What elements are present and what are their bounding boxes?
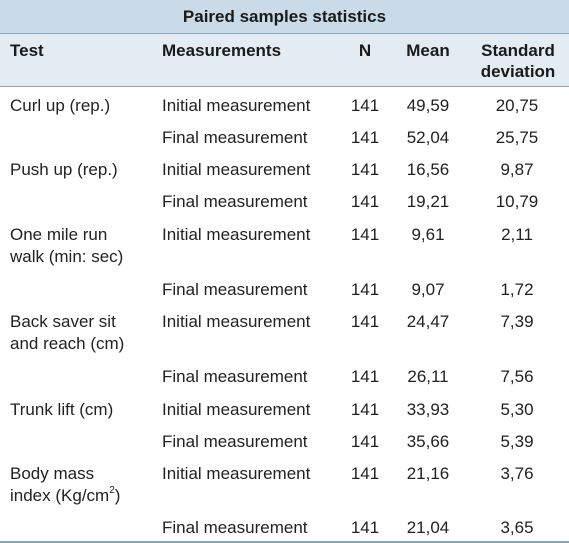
- cell-measurement: Initial measurement: [162, 464, 311, 483]
- cell-test-line1: Back saver sit: [10, 312, 116, 331]
- cell-test-line1: Body mass: [10, 464, 95, 483]
- cell-standard-deviation: 20,75: [495, 96, 539, 115]
- cell-test: Back saver sit and reach (cm): [10, 311, 158, 355]
- table-header-row: Test Measurements N Mean Standard deviat…: [0, 34, 569, 87]
- table-title-text: Paired samples statistics: [182, 6, 387, 26]
- cell-standard-deviation: 9,87: [500, 160, 534, 179]
- cell-test-line1: Push up (rep.): [10, 160, 118, 179]
- header-measurements: Measurements: [162, 41, 282, 60]
- cell-measurement: Initial measurement: [162, 96, 311, 115]
- cell-standard-deviation: 7,39: [500, 312, 534, 331]
- cell-test: Body mass index (Kg/cm2): [10, 463, 158, 507]
- cell-measurement: Initial measurement: [162, 160, 311, 179]
- header-sd-line2: deviation: [480, 62, 556, 81]
- cell-test-line2-text: walk (min: sec): [10, 247, 124, 266]
- cell-test-line2-text: and reach (cm): [10, 334, 125, 353]
- cell-test-line1: Trunk lift (cm): [10, 400, 114, 419]
- cell-test: Trunk lift (cm): [10, 399, 158, 421]
- cell-test: Curl up (rep.): [10, 95, 158, 117]
- cell-test-line2-end: ): [114, 486, 121, 505]
- cell-standard-deviation: 3,76: [500, 464, 534, 483]
- cell-n: 141: [350, 160, 380, 179]
- cell-n: 141: [350, 432, 380, 451]
- cell-standard-deviation: 1,72: [500, 280, 534, 299]
- header-test: Test: [10, 41, 44, 60]
- cell-mean: 24,47: [406, 312, 450, 331]
- cell-standard-deviation: 10,79: [495, 192, 539, 211]
- cell-standard-deviation: 2,11: [501, 225, 533, 244]
- cell-n: 141: [350, 464, 380, 483]
- cell-measurement: Initial measurement: [162, 312, 311, 331]
- cell-measurement: Final measurement: [162, 518, 308, 537]
- cell-standard-deviation: 5,30: [500, 400, 534, 419]
- cell-test-line2-text: index (Kg/cm: [10, 486, 110, 505]
- cell-test-line1: Curl up (rep.): [10, 96, 111, 115]
- header-n: N: [358, 41, 372, 60]
- cell-n: 141: [350, 192, 380, 211]
- cell-n: 141: [350, 96, 380, 115]
- cell-test-line2: walk (min: sec): [10, 246, 158, 268]
- cell-n: 141: [350, 367, 380, 386]
- cell-measurement: Final measurement: [162, 192, 308, 211]
- cell-n: 141: [350, 312, 380, 331]
- cell-mean: 19,21: [406, 192, 450, 211]
- cell-mean: 26,11: [407, 367, 449, 386]
- cell-test-line2: index (Kg/cm2): [10, 485, 158, 507]
- cell-measurement: Final measurement: [162, 280, 308, 299]
- table-body: Curl up (rep.) Initial measurement 141 49,5…: [0, 87, 569, 541]
- cell-mean: 21,16: [406, 464, 450, 483]
- cell-mean: 21,04: [406, 518, 450, 537]
- cell-standard-deviation: 7,56: [500, 367, 534, 386]
- cell-standard-deviation: 3,65: [500, 518, 534, 537]
- cell-test: Push up (rep.): [10, 159, 158, 181]
- cell-n: 141: [350, 400, 380, 419]
- cell-mean: 49,59: [406, 96, 450, 115]
- header-standard-deviation: Standard deviation: [474, 40, 562, 82]
- table-title: Paired samples statistics: [0, 0, 569, 34]
- cell-test-line2: and reach (cm): [10, 333, 158, 355]
- cell-measurement: Initial measurement: [162, 400, 311, 419]
- table-bottom-rule: [0, 541, 569, 543]
- cell-mean: 9,07: [411, 280, 445, 299]
- cell-mean: 16,56: [406, 160, 450, 179]
- cell-mean: 33,93: [406, 400, 450, 419]
- cell-n: 141: [350, 518, 380, 537]
- cell-n: 141: [350, 128, 380, 147]
- cell-standard-deviation: 25,75: [495, 128, 539, 147]
- cell-measurement: Final measurement: [162, 432, 308, 451]
- cell-measurement: Initial measurement: [162, 225, 311, 244]
- cell-test-superscript: 2: [109, 485, 115, 497]
- cell-n: 141: [350, 225, 380, 244]
- cell-standard-deviation: 5,39: [500, 432, 534, 451]
- cell-mean: 52,04: [406, 128, 450, 147]
- cell-measurement: Final measurement: [162, 367, 308, 386]
- cell-mean: 9,61: [411, 225, 445, 244]
- cell-test: One mile run walk (min: sec): [10, 224, 158, 268]
- cell-n: 141: [350, 280, 380, 299]
- cell-measurement: Final measurement: [162, 128, 308, 147]
- cell-test-line1: One mile run: [10, 225, 108, 244]
- cell-mean: 35,66: [406, 432, 450, 451]
- header-mean: Mean: [406, 41, 450, 60]
- header-sd-line1: Standard: [481, 41, 555, 60]
